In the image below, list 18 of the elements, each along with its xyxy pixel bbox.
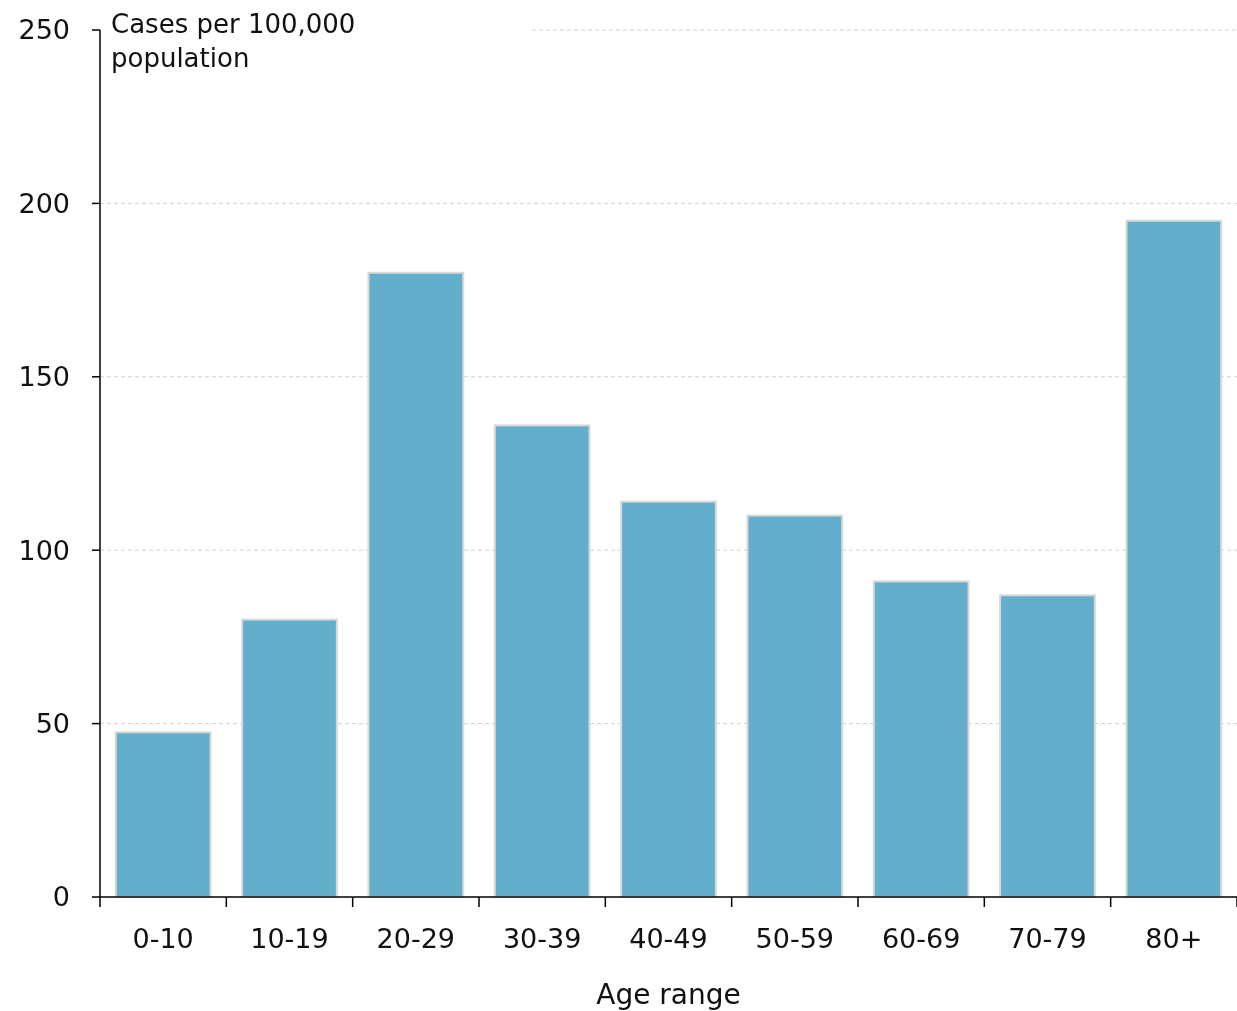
y-tick-label: 50 <box>35 708 70 740</box>
x-tick-label: 10-19 <box>250 923 329 954</box>
y-tick-label: 100 <box>18 534 70 566</box>
y-tick-label: 250 <box>18 14 70 46</box>
x-tick-label: 40-49 <box>629 923 708 954</box>
y-tick-label: 150 <box>18 361 70 393</box>
x-axis-title: Age range <box>596 978 741 1011</box>
x-tick-label: 60-69 <box>881 923 961 954</box>
x-tick-label: 20-29 <box>376 923 456 954</box>
bar <box>114 731 212 898</box>
y-axis-title: Cases per 100,000 population <box>111 9 356 73</box>
x-tick-label: 30-39 <box>502 923 582 954</box>
x-tick-label: 50-59 <box>755 923 835 954</box>
x-tick-label: 70-79 <box>1008 923 1087 954</box>
y-tick-label: 0 <box>52 881 70 913</box>
x-tick-label: 0-10 <box>132 923 194 954</box>
y-tick-label: 200 <box>18 187 70 219</box>
x-tick-label: 80+ <box>1145 923 1203 954</box>
